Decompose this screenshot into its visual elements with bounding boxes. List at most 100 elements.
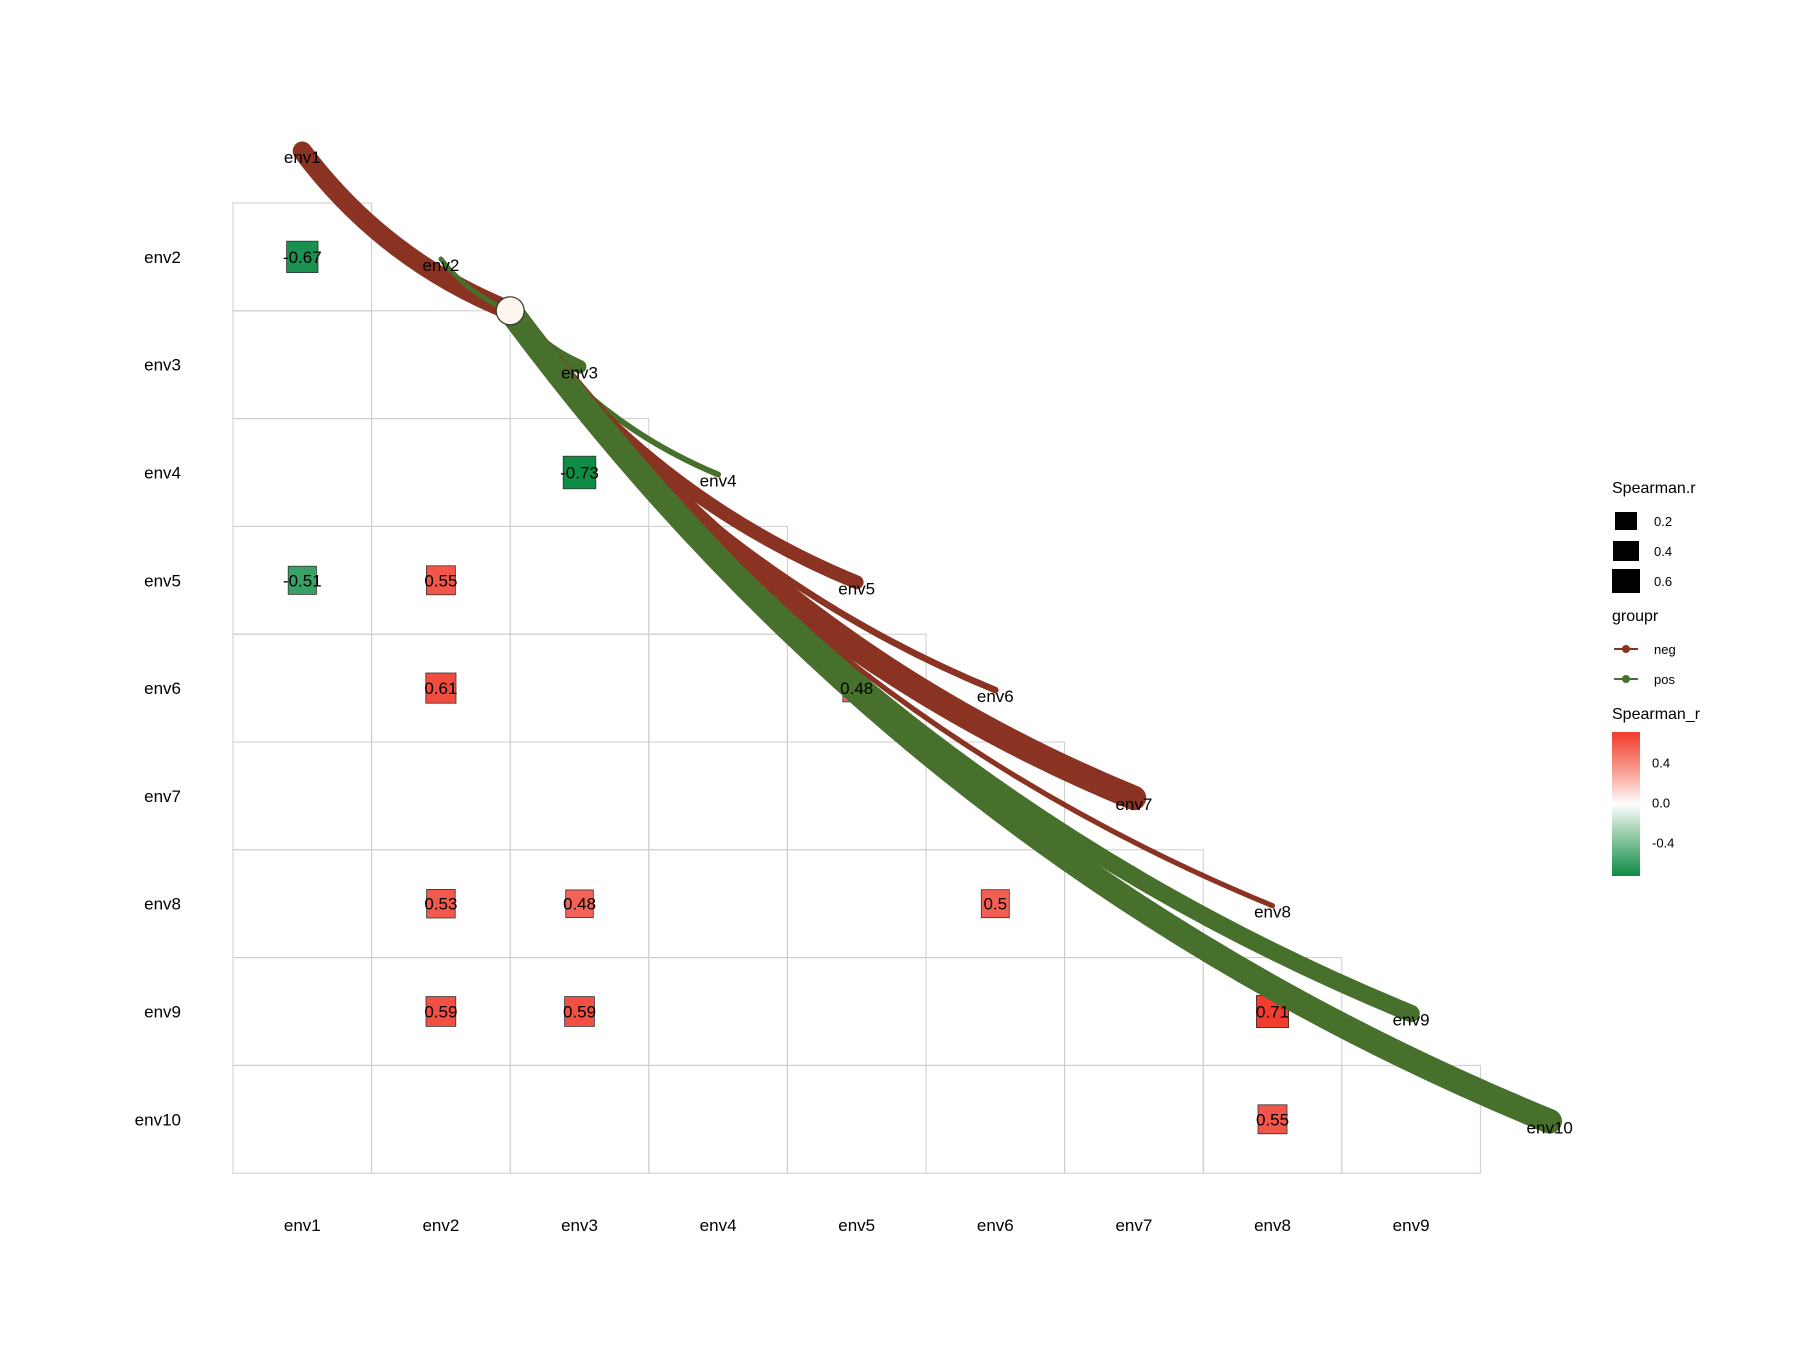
y-tick-label: env4 (144, 464, 181, 483)
grid-cell (925, 1064, 1066, 1174)
y-tick-label: env9 (144, 1003, 181, 1022)
group-legend-key (1612, 639, 1640, 659)
x-tick-label: env2 (422, 1216, 459, 1235)
correlation-cell (425, 996, 457, 1027)
size-legend-swatch (1613, 540, 1639, 562)
diagonal-label: env3 (561, 364, 598, 383)
size-legend-label: 0.4 (1654, 543, 1673, 559)
size-legend-title: Spearman.r (1612, 480, 1696, 497)
diagonal-label: env10 (1527, 1118, 1573, 1137)
cell-value-label: 0.48 (563, 895, 596, 914)
grid-cell (509, 525, 650, 635)
group-legend-title: groupr (1612, 608, 1659, 625)
grid-cell (232, 633, 373, 743)
y-tick-label: env6 (144, 679, 181, 698)
correlation-cell (980, 889, 1010, 919)
y-tick-label: env8 (144, 895, 181, 914)
correlation-cell (425, 672, 457, 704)
link-curve-env10 (497, 298, 1562, 1134)
size-legend-key (1612, 569, 1640, 593)
grid-cell (509, 741, 650, 851)
y-tick-label: env2 (144, 248, 181, 267)
x-tick-label: env6 (977, 1216, 1014, 1235)
gradient-tick-label: 0.4 (1639, 755, 1671, 771)
gradient-legend-title: Spearman_r (1612, 706, 1701, 723)
grid-cell (648, 957, 788, 1066)
grid-cell (371, 310, 511, 420)
diagonal-label: env4 (700, 472, 737, 491)
size-legend-key (1612, 512, 1640, 530)
size-legend-label: 0.6 (1654, 573, 1673, 589)
cell-value-label: -0.67 (283, 248, 322, 267)
correlation-cell (287, 565, 317, 595)
grid-cell (786, 957, 927, 1066)
grid-cell (371, 741, 511, 851)
grid-cell (509, 633, 650, 743)
size-legend-swatch (1615, 512, 1637, 530)
link-curve-env8 (507, 308, 1276, 909)
cell-value-label: 0.5 (983, 895, 1007, 914)
group-legend: neg pos (1612, 634, 1792, 694)
cell-value-label: 0.53 (424, 895, 457, 914)
x-tick-label: env3 (561, 1216, 598, 1235)
diagonal-label: env9 (1393, 1011, 1430, 1030)
grid-cell (232, 741, 373, 851)
diagonal-label: env1 (284, 148, 321, 167)
correlation-cell (564, 996, 595, 1027)
diagonal-label: env2 (422, 256, 459, 275)
y-tick-label: env3 (144, 356, 181, 375)
grid-cell (232, 418, 373, 527)
grid-cell (925, 957, 1066, 1066)
grid-cell (232, 1064, 373, 1174)
diagonal-label: env5 (838, 579, 875, 598)
correlation-cell (426, 889, 456, 919)
cell-value-label: 0.55 (424, 571, 457, 590)
grid-cell (1064, 957, 1204, 1066)
x-tick-label: env5 (838, 1216, 875, 1235)
grid-cell (648, 849, 788, 959)
grid-cell (232, 957, 373, 1066)
correlation-cell (286, 240, 319, 273)
grid-cell (1064, 1064, 1204, 1174)
link-curve-env7 (497, 298, 1147, 811)
grid-cell (648, 741, 788, 851)
correlation-cell (562, 455, 597, 490)
x-tick-label: env7 (1115, 1216, 1152, 1235)
diagonal-label: env7 (1115, 795, 1152, 814)
gradient-tick-label: -0.4 (1639, 835, 1675, 851)
size-legend-key (1612, 540, 1640, 562)
link-curve-env1 (292, 141, 520, 321)
correlation-cell (565, 889, 594, 918)
x-tick-label: env9 (1393, 1216, 1430, 1235)
y-tick-label: env10 (135, 1110, 181, 1129)
cell-value-label: 0.59 (424, 1003, 457, 1022)
size-legend-label: 0.2 (1654, 513, 1673, 529)
diagonal-label: env8 (1254, 903, 1291, 922)
correlation-cell (1257, 1104, 1288, 1135)
cell-value-label: 0.55 (1256, 1110, 1289, 1129)
group-legend-item-neg: neg (1612, 634, 1792, 664)
grid-cell (371, 1064, 511, 1174)
grid-cell (509, 1064, 650, 1174)
correlation-cell (425, 565, 456, 596)
gradient-tick-label: 0.0 (1639, 795, 1671, 811)
grid-cell (648, 633, 788, 743)
group-legend-key (1612, 669, 1640, 689)
group-legend-item-pos: pos (1612, 664, 1792, 694)
y-tick-label: env7 (144, 787, 181, 806)
grid-cell (232, 310, 373, 420)
cell-value-label: 0.48 (840, 679, 873, 698)
group-legend-label: neg (1654, 641, 1676, 657)
cell-value-label: 0.61 (424, 679, 457, 698)
grid-cell (786, 741, 927, 851)
grid-cell (371, 418, 511, 527)
size-legend-item: 0.2 (1612, 506, 1792, 536)
cell-value-label: -0.73 (560, 464, 599, 483)
size-legend: 0.2 0.4 0.6 (1612, 506, 1792, 596)
diagonal-label: env6 (977, 687, 1014, 706)
gradient-ticks: 0.4 0.0 -0.4 (1639, 732, 1712, 876)
gradient-legend: 0.4 0.0 -0.4 (1612, 732, 1792, 876)
link-source-node (495, 296, 525, 326)
